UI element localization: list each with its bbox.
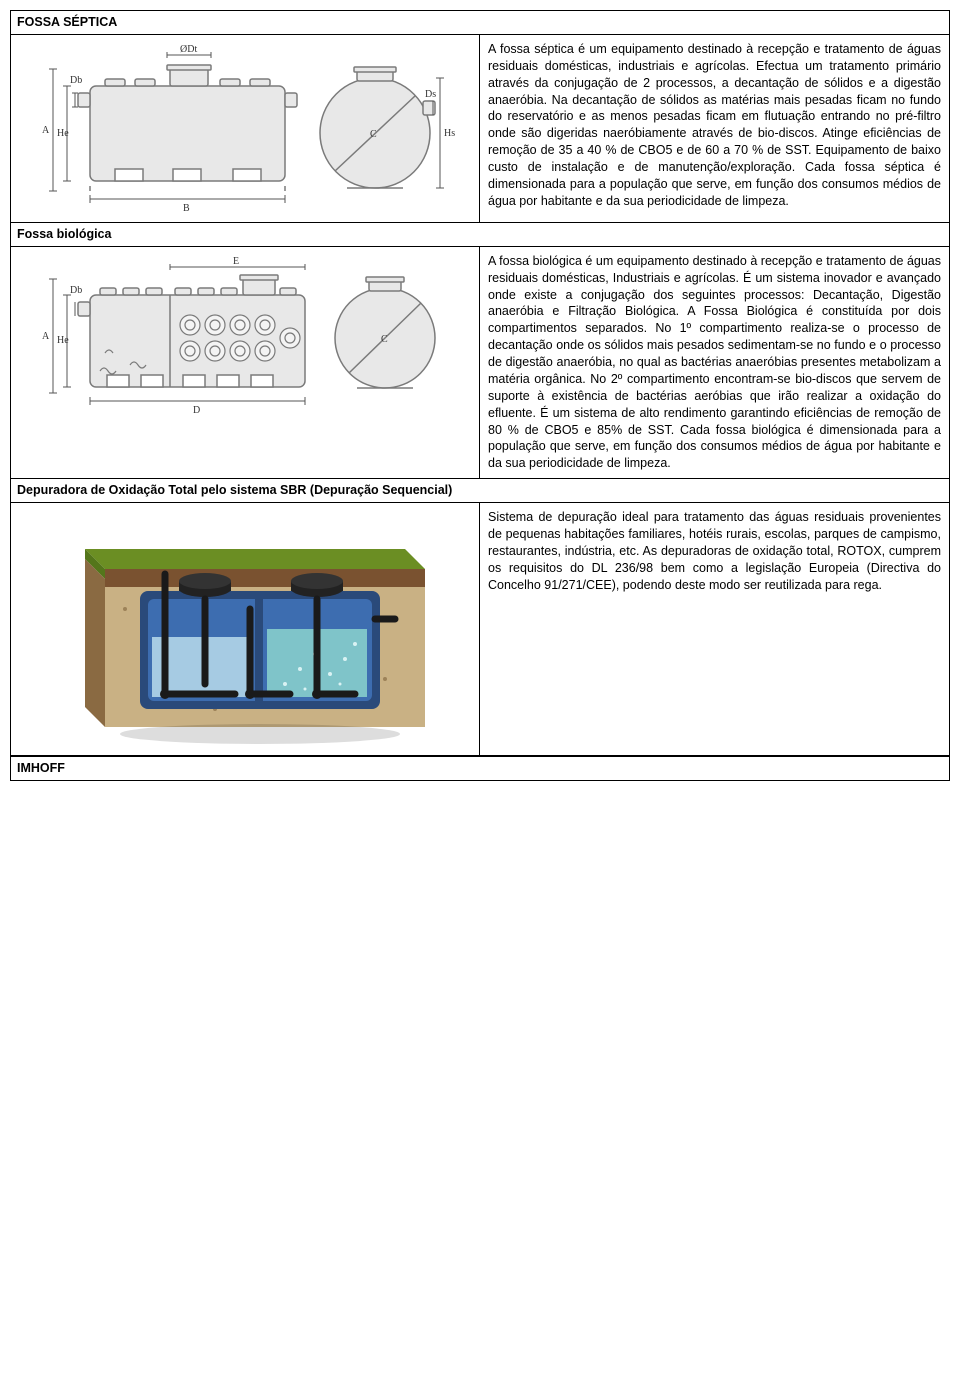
text-fossa-biologica: A fossa biológica é um equipamento desti… <box>480 247 949 478</box>
lbl-a2: A <box>42 331 50 342</box>
biologica-diagram: E Db He A D C <box>35 253 455 418</box>
lbl-d: D <box>193 405 200 416</box>
row-fossa-septica: ØDt Db He A B C Hs Ds A fossa séptica é … <box>11 35 949 223</box>
septica-diagram: ØDt Db He A B C Hs Ds <box>35 41 455 216</box>
lbl-he: He <box>57 128 69 139</box>
lbl-c2: C <box>381 334 388 345</box>
diagram-cell-biologica: E Db He A D C <box>11 247 480 478</box>
lbl-b: B <box>183 203 190 214</box>
lbl-he2: He <box>57 335 69 346</box>
diagram-cell-sbr <box>11 503 480 755</box>
lbl-ds: Ds <box>425 89 436 100</box>
lbl-db2: Db <box>70 285 82 296</box>
lbl-e: E <box>233 256 239 267</box>
diagram-cell-septica: ØDt Db He A B C Hs Ds <box>11 35 480 222</box>
row-sbr: Sistema de depuração ideal para tratamen… <box>11 503 949 756</box>
text-sbr: Sistema de depuração ideal para tratamen… <box>480 503 949 755</box>
lbl-odt: ØDt <box>180 44 197 55</box>
sbr-diagram <box>55 509 435 749</box>
lbl-db: Db <box>70 75 82 86</box>
header-fossa-biologica: Fossa biológica <box>11 223 949 247</box>
lbl-a: A <box>42 125 50 136</box>
text-fossa-septica: A fossa séptica é um equipamento destina… <box>480 35 949 222</box>
lbl-c: C <box>370 129 377 140</box>
row-fossa-biologica: E Db He A D C A fossa biológica é um equ… <box>11 247 949 479</box>
document-table: FOSSA SÉPTICA <box>10 10 950 781</box>
header-imhoff: IMHOFF <box>11 756 949 780</box>
lbl-hs: Hs <box>444 128 455 139</box>
header-fossa-septica: FOSSA SÉPTICA <box>11 11 949 35</box>
header-sbr: Depuradora de Oxidação Total pelo sistem… <box>11 479 949 503</box>
